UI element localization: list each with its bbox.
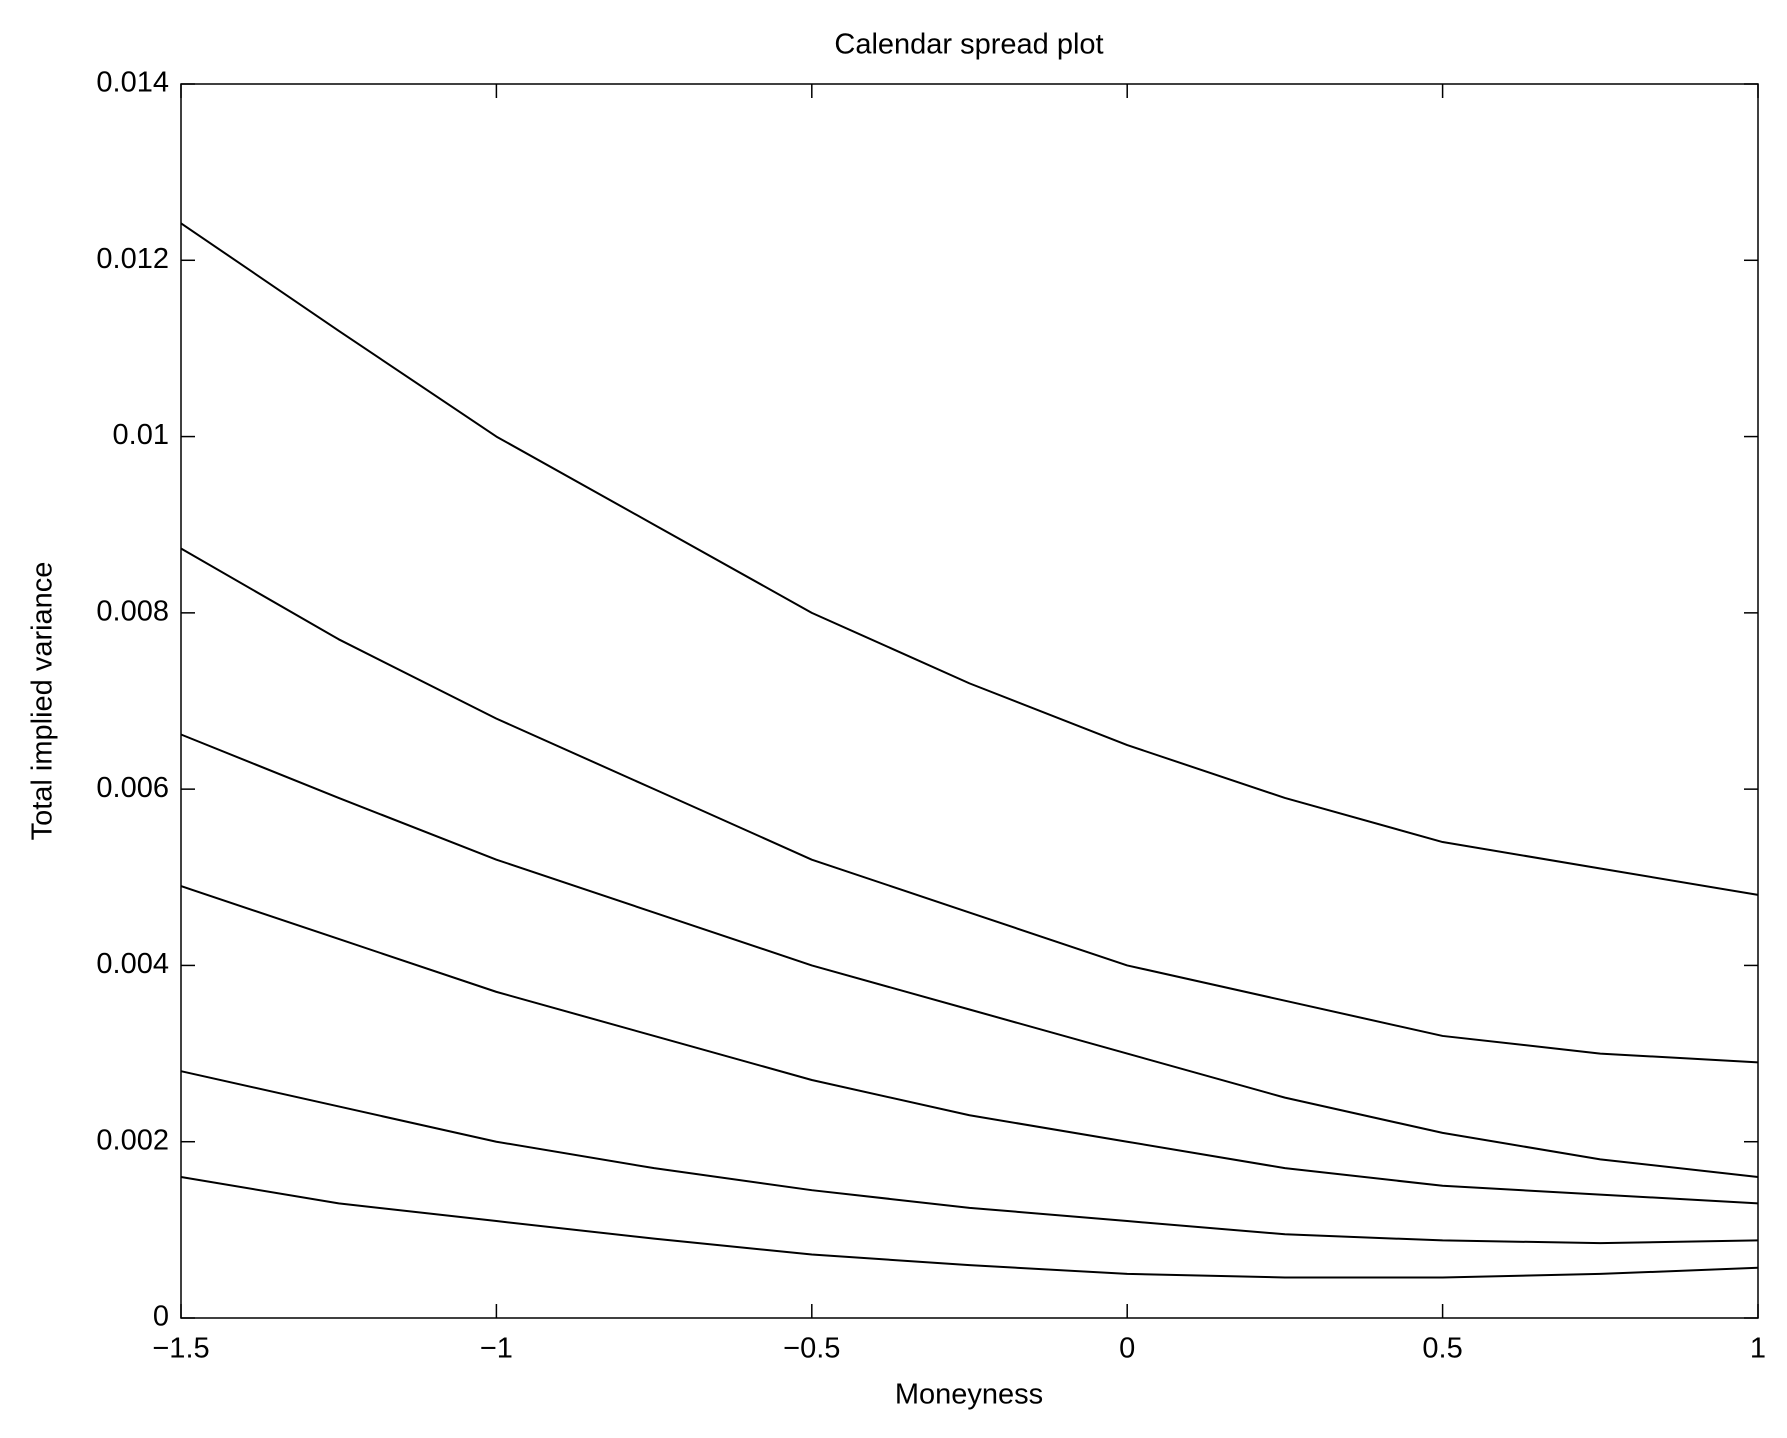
line-series bbox=[180, 733, 1759, 1178]
line-series bbox=[180, 1175, 1759, 1279]
x-tick-label: 0.5 bbox=[1422, 1333, 1462, 1365]
x-tick-label: −1.5 bbox=[152, 1333, 209, 1365]
y-tick-label: 0.012 bbox=[96, 243, 169, 275]
x-tick-label: 1 bbox=[1750, 1333, 1766, 1365]
y-tick-label: 0.002 bbox=[96, 1124, 169, 1156]
y-tick-label: 0.01 bbox=[113, 419, 169, 451]
x-tick-label: −1 bbox=[480, 1333, 513, 1365]
chart-title: Calendar spread plot bbox=[834, 29, 1103, 61]
y-tick-label: 0 bbox=[153, 1301, 169, 1333]
y-axis-label: Total implied variance bbox=[27, 562, 59, 841]
x-tick-label: 0 bbox=[1119, 1333, 1135, 1365]
x-axis-label: Moneyness bbox=[895, 1379, 1043, 1411]
x-tick-label: −0.5 bbox=[783, 1333, 840, 1365]
plot-frame bbox=[180, 83, 1759, 1319]
line-series bbox=[180, 885, 1759, 1205]
y-tick-label: 0.004 bbox=[96, 948, 169, 980]
line-series bbox=[180, 547, 1759, 1064]
line-series bbox=[180, 1070, 1759, 1245]
line-series bbox=[180, 222, 1759, 896]
y-tick-label: 0.014 bbox=[96, 67, 169, 99]
y-tick-label: 0.008 bbox=[96, 596, 169, 628]
y-tick-label: 0.006 bbox=[96, 772, 169, 804]
